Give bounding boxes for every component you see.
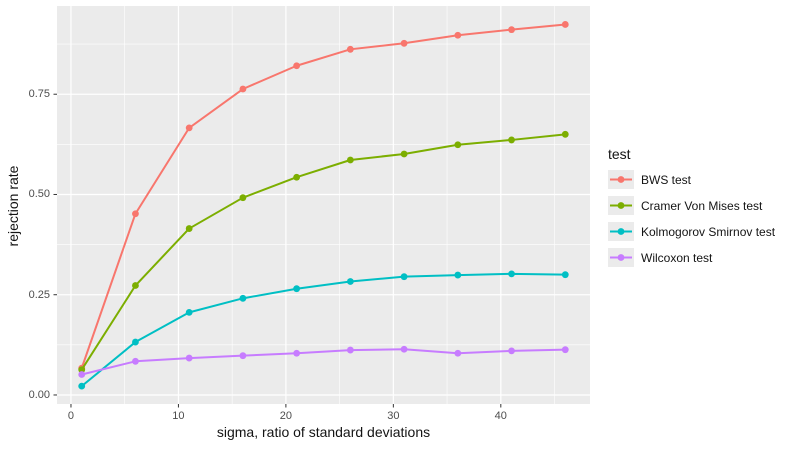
series-point	[508, 347, 515, 355]
series-point	[185, 354, 193, 362]
series-line	[80, 133, 567, 371]
series-point	[400, 39, 408, 47]
legend: test BWS test Cramer Von Mises test Kolmog…	[608, 146, 775, 274]
series-point	[132, 282, 139, 289]
chart-canvas	[53, 6, 590, 408]
series-point	[132, 338, 139, 346]
legend-item-label: Cramer Von Mises test	[641, 198, 763, 213]
series-point	[508, 136, 515, 144]
legend-item: Kolmogorov Smirnov test	[608, 222, 775, 241]
series-point	[78, 366, 86, 374]
series-point	[561, 271, 569, 279]
series-point	[293, 285, 301, 293]
legend-item: Wilcoxon test	[608, 248, 775, 267]
series-point	[400, 273, 408, 281]
legend-swatch	[608, 248, 634, 267]
x-tick-label: 30	[387, 410, 400, 422]
series-point	[293, 173, 301, 181]
series-point	[293, 62, 301, 70]
series-point	[239, 294, 247, 302]
series-point	[400, 345, 408, 353]
y-tick-label: 0.50	[28, 188, 50, 201]
series-point	[78, 371, 86, 378]
series-point	[454, 349, 462, 357]
legend-items: BWS test Cramer Von Mises test Kolmogorov …	[608, 170, 775, 267]
x-tick-label: 10	[172, 410, 185, 422]
series-point	[346, 156, 354, 164]
series-point	[239, 194, 247, 202]
series-point	[454, 141, 462, 149]
series-point	[239, 85, 247, 93]
series-point	[508, 26, 515, 34]
series-point	[132, 210, 139, 218]
legend-item-label: Kolmogorov Smirnov test	[641, 224, 776, 239]
series-point	[293, 349, 301, 357]
series-point	[346, 346, 354, 354]
series-point	[346, 278, 354, 285]
legend-title: test	[608, 146, 631, 162]
series-point	[346, 45, 354, 53]
y-axis-title: rejection rate	[5, 165, 21, 247]
series-line	[80, 23, 567, 370]
series-point	[132, 357, 139, 365]
x-tick-label: 20	[279, 410, 292, 422]
legend-item-label: BWS test	[641, 172, 692, 187]
series-point	[78, 382, 86, 390]
series-point	[508, 270, 515, 278]
series-point	[185, 124, 193, 132]
y-tick-label: 0.75	[28, 88, 50, 101]
x-tick-label: 0	[67, 410, 75, 422]
legend-key-point	[617, 176, 625, 183]
legend-item: Cramer Von Mises test	[608, 196, 775, 215]
legend-item: BWS test	[608, 170, 775, 189]
plot-panel	[53, 6, 590, 408]
legend-swatch	[608, 196, 634, 215]
series-line	[80, 348, 567, 376]
series-point	[239, 352, 247, 360]
y-tick-label: 0.25	[28, 288, 50, 301]
series-point	[185, 225, 193, 232]
legend-swatch	[608, 170, 634, 189]
legend-key-point	[617, 202, 625, 209]
y-tick-label: 0.00	[28, 388, 50, 401]
series-line	[80, 272, 567, 388]
series-point	[561, 130, 569, 138]
x-axis-title: sigma, ratio of standard deviations	[216, 424, 431, 440]
x-tick-label: 40	[494, 410, 507, 422]
series-point	[454, 31, 462, 39]
series-point	[561, 346, 569, 354]
legend-key-point	[617, 254, 625, 261]
series-point	[454, 271, 462, 279]
series-point	[185, 308, 193, 316]
legend-key-point	[617, 228, 625, 235]
legend-item-label: Wilcoxon test	[641, 250, 713, 265]
series-point	[400, 150, 408, 158]
series-point	[561, 21, 569, 28]
legend-swatch	[608, 222, 634, 241]
